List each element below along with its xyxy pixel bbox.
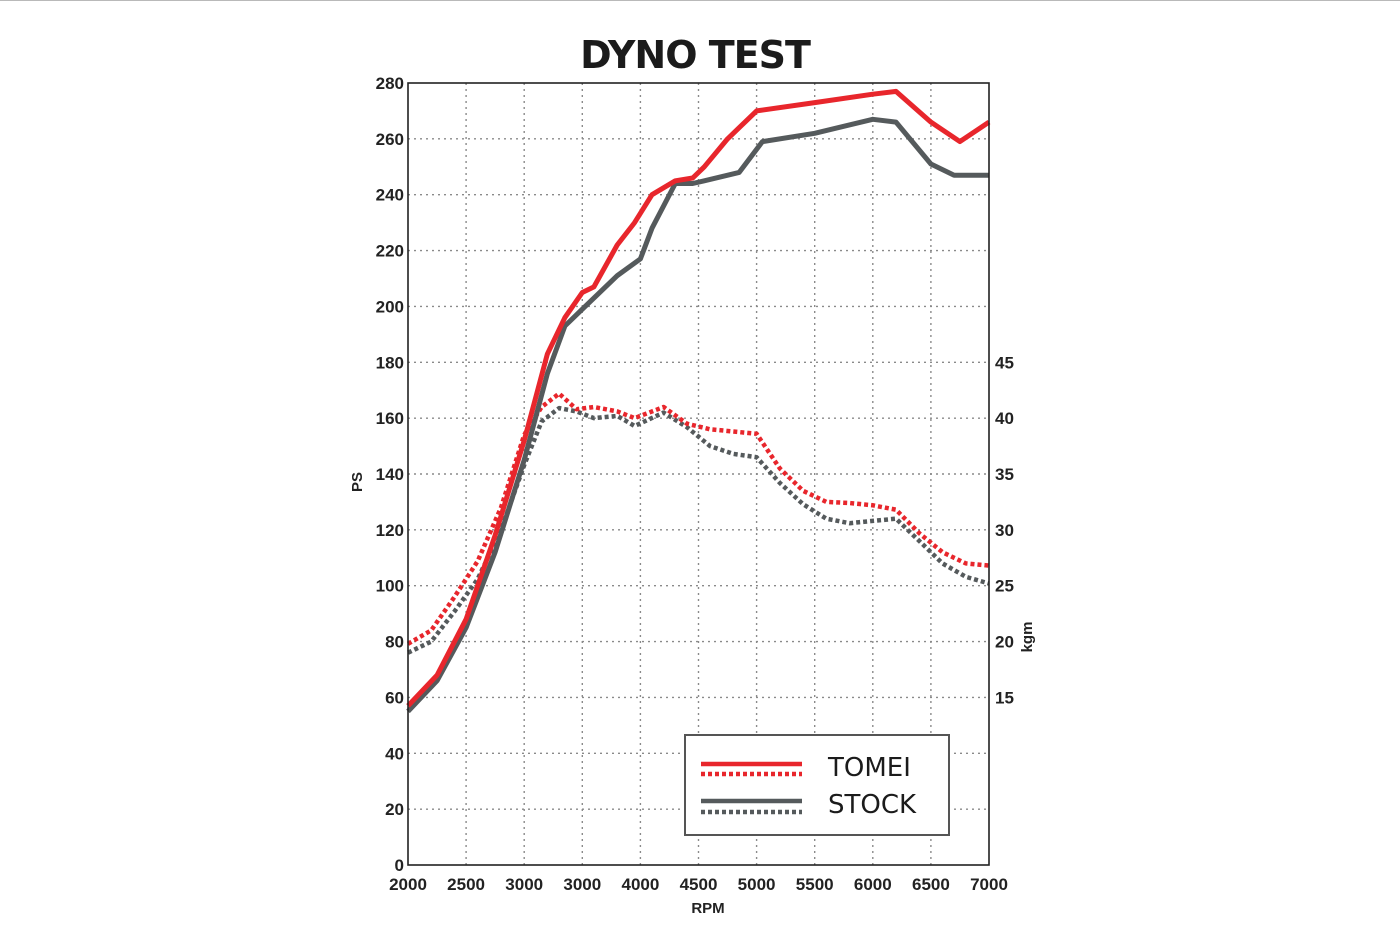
x-tick-label: 3000 [505,875,543,894]
y-tick-label-left: 220 [376,242,404,261]
x-tick-label: 2500 [447,875,485,894]
y-tick-label-left: 100 [376,577,404,596]
plot-border [407,82,990,866]
grid-lines [408,83,989,865]
tick-labels: 0 20 40 60 80 100 120 140 160 180 200 220 240 260 280 1… [376,74,1014,894]
x-tick-label: 4000 [621,875,659,894]
y-tick-label-right: 35 [995,465,1014,484]
y-tick-label-left: 280 [376,74,404,93]
y-tick-label-left: 240 [376,186,404,205]
y-tick-label-left: 60 [385,688,404,707]
y-tick-label-right: 20 [995,633,1014,652]
x-tick-label: 7000 [970,875,1008,894]
y-tick-label-left: 160 [376,409,404,428]
x-tick-label: 6000 [854,875,892,894]
y-tick-label-left: 140 [376,465,404,484]
x-axis-label: RPM [691,900,724,917]
chart-title: DYNO TEST [580,33,811,77]
legend-label-stock: STOCK [828,790,917,820]
y-tick-label-left: 180 [376,353,404,372]
series-layer [406,88,991,714]
y-tick-label-right: 40 [995,409,1014,428]
x-tick-label: 4500 [680,875,718,894]
x-tick-label: 5500 [796,875,834,894]
x-tick-label: 6500 [912,875,950,894]
series-line-stock-ps [406,116,989,714]
y-tick-label-right: 45 [995,353,1014,372]
y-tick-label-right: 30 [995,521,1014,540]
y-tick-label-left: 20 [385,800,404,819]
legend-label-tomei: TOMEI [827,753,911,783]
x-tick-label: 2000 [389,875,427,894]
legend-box [684,734,950,836]
y-axis-label-right: kgm [1019,622,1036,653]
y-tick-label-right: 25 [995,577,1014,596]
y-tick-label-left: 120 [376,521,404,540]
series-line-stock-kgm [407,405,990,655]
y-tick-label-right: 15 [995,688,1014,707]
y-axis-label-left: PS [349,472,366,492]
y-tick-label-left: 0 [395,856,404,875]
y-tick-label-left: 260 [376,130,404,149]
series-line-tomei-ps [406,88,991,708]
y-tick-label-left: 200 [376,297,404,316]
x-tick-label: 3000 [563,875,601,894]
y-tick-label-left: 80 [385,633,404,652]
y-tick-label-left: 40 [385,744,404,763]
x-tick-label: 5000 [738,875,776,894]
legend: TOMEI STOCK [684,734,950,836]
series-line-tomei-kgm [406,391,990,646]
